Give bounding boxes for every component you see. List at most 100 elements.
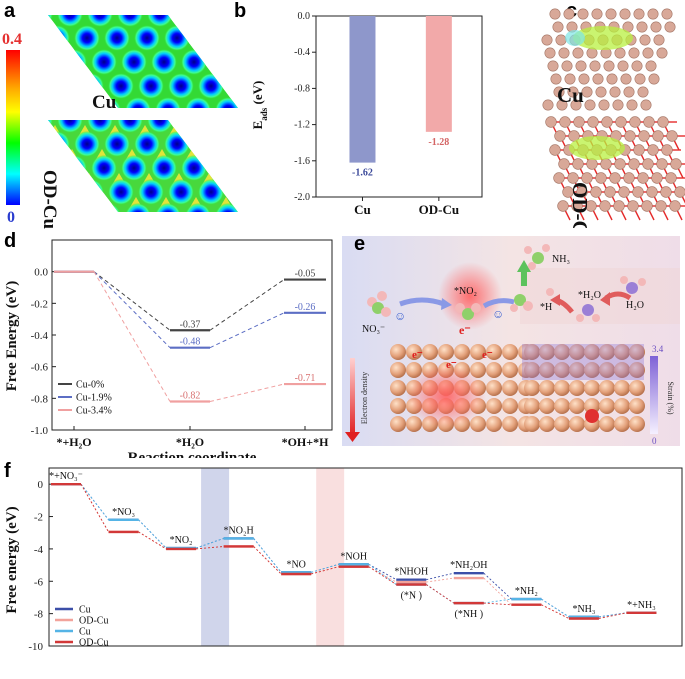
charge-triangle (146, 221, 160, 230)
charge-hole (104, 131, 130, 157)
od-cu-atom (545, 116, 557, 128)
od-cu-atom (586, 158, 598, 170)
connector-line (138, 531, 167, 550)
od-cu-atom (674, 186, 685, 198)
connector-line (368, 563, 397, 585)
energy-value-label: -0.48 (180, 337, 201, 348)
slab-atom-left (486, 398, 502, 414)
y-axis-label: Free energy (eV) (4, 506, 20, 613)
y-tick-label: -2.0 (294, 192, 310, 203)
od-cu-atom (624, 130, 636, 142)
od-cu-atom (558, 158, 570, 170)
legend-label: Cu-1.9% (76, 393, 112, 404)
legend-label: Cu-0% (76, 380, 104, 391)
charge-hole (10, 0, 36, 3)
charge-hole (147, 120, 173, 133)
charge-hole (104, 25, 130, 51)
panel-b-chart: 0.0 -0.4 -0.8 -1.2 -1.6 -2.0 Eads (eV) -1.62 Cu -… (250, 11, 483, 217)
od-cu-atom (562, 186, 574, 198)
od-cu-atom (609, 172, 621, 184)
electron-label: e⁻ (459, 323, 471, 337)
charge-hole (190, 0, 216, 3)
slab-atom-right (554, 362, 570, 378)
slab-atom-right (629, 362, 645, 378)
adsorption-glow (438, 262, 502, 330)
alt-step-label: (*N ) (401, 591, 422, 602)
slab-atom-right (599, 344, 615, 360)
slab-atom-right (584, 398, 600, 414)
od-cu-atom (572, 158, 584, 170)
slab-atom-right (554, 380, 570, 396)
step-label: *NHOH (394, 567, 428, 578)
step-label: *NO (286, 559, 305, 570)
od-cu-atom (600, 158, 612, 170)
cu-atom (636, 21, 648, 33)
charge-hole (138, 73, 164, 99)
slab-atom-right (614, 398, 630, 414)
cu-atom (563, 8, 575, 20)
strain-max: 3.4 (652, 344, 664, 354)
charge-hole (117, 15, 143, 27)
od-cu-map-label: OD-Cu (39, 170, 60, 230)
slab-atom-left (502, 362, 518, 378)
charge-hole (70, 0, 96, 3)
charge-hole (48, 49, 57, 75)
cu-atom (592, 73, 604, 85)
bar-cu (349, 16, 376, 163)
energy-value-label: -0.26 (295, 302, 316, 313)
cu-atom (561, 60, 573, 72)
charge-hole (117, 120, 143, 133)
od-cu-atom (553, 172, 565, 184)
od-cu-atom (642, 158, 654, 170)
charge-hole (0, 0, 6, 3)
cu-atom (648, 73, 660, 85)
nh3-molecule (524, 244, 550, 270)
cu-atom (605, 8, 617, 20)
charge-hole (100, 0, 126, 3)
slab-atom-left (502, 416, 518, 432)
charge-hole (18, 73, 44, 99)
slab-atom-right (629, 344, 645, 360)
bar-value-label: -1.28 (428, 137, 449, 148)
cu-atom (555, 34, 567, 46)
charge-triangle (0, 125, 2, 137)
strain-layer (522, 344, 644, 380)
od-cu-atom (576, 186, 588, 198)
cu-atom (572, 47, 584, 59)
legend-label: Cu-3.4% (76, 406, 112, 417)
strain-colorbar (650, 356, 658, 434)
charge-hole (134, 131, 160, 157)
slab-atom-left (502, 398, 518, 414)
charge-hole (177, 15, 203, 27)
connector-line (426, 584, 455, 604)
od-cu-atom (573, 116, 585, 128)
od-cu-atom (670, 158, 682, 170)
cu-atom (553, 86, 565, 98)
slab-atom-left (406, 344, 422, 360)
charge-hole (48, 120, 53, 133)
step-label: *NH₂ (515, 586, 538, 597)
slab-atom-right (599, 380, 615, 396)
charge-hole (48, 25, 70, 51)
step-label: *NO₂H (224, 525, 254, 536)
slab-atom-right (614, 380, 630, 396)
charge-triangle (176, 221, 190, 230)
cu-atom (647, 8, 659, 20)
cu-atom (617, 60, 629, 72)
charge-hole (91, 155, 117, 181)
step-label: *+NH₃ (627, 600, 656, 611)
slab-atom-left (454, 344, 470, 360)
charge-hole (151, 155, 177, 181)
od-cu-atom (581, 172, 593, 184)
charge-hole (121, 49, 147, 75)
panel-label-b: b (234, 0, 247, 22)
od-cu-atom (651, 172, 663, 184)
x-tick-label: *H₂O (176, 435, 204, 449)
connector-line (209, 383, 285, 402)
cu-atom (598, 99, 610, 111)
charge-hole (108, 179, 134, 205)
cu-atom (567, 86, 579, 98)
cu-atom (628, 47, 640, 59)
energy-value-label: -0.82 (180, 391, 201, 402)
charge-hole (160, 0, 186, 3)
